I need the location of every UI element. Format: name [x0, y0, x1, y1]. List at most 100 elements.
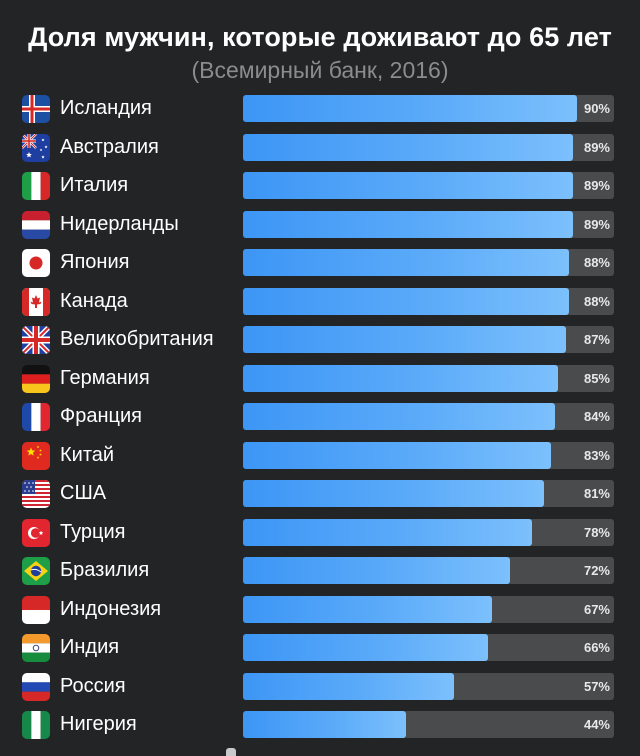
bar — [243, 557, 511, 584]
value-label: 85% — [583, 370, 610, 386]
value-label: 87% — [583, 332, 610, 347]
value-label: 89% — [583, 216, 610, 232]
chart-subtitle: (Всемирный банк, 2016) — [191, 57, 449, 83]
bar-track: 87% — [243, 326, 614, 353]
bar-track: 85% — [243, 364, 614, 392]
value-label: 83% — [583, 447, 610, 463]
italy-flag-icon — [22, 172, 50, 200]
value-label: 88% — [583, 293, 610, 309]
iceland-flag-icon — [22, 95, 50, 123]
bar-row: Нидерланды 89% — [0, 206, 640, 245]
japan-flag-icon — [22, 249, 50, 277]
bar — [243, 133, 574, 161]
bar — [243, 326, 566, 353]
category-label: Исландия — [60, 97, 152, 119]
bar-row: Япония 88% — [0, 244, 640, 283]
category-label: Германия — [60, 366, 150, 389]
bar-track: 90% — [243, 95, 614, 122]
bar — [243, 518, 533, 546]
value-label: 88% — [583, 255, 610, 270]
uk-flag-icon — [22, 326, 50, 354]
category-label: США — [60, 482, 107, 504]
category-label: Канада — [60, 289, 128, 312]
germany-flag-icon — [22, 364, 50, 393]
bar — [243, 210, 574, 238]
bar-row: Канада 88% — [0, 283, 640, 322]
netherlands-flag-icon — [22, 210, 50, 239]
bar-row: Австралия 89% — [0, 129, 640, 168]
bar-row: Индонезия 67% — [0, 591, 640, 630]
bar-track: 57% — [243, 672, 614, 700]
category-label: Бразилия — [60, 559, 150, 581]
category-label: Россия — [60, 674, 126, 697]
value-label: 57% — [583, 678, 610, 694]
bar-row: Нигерия 44% — [0, 706, 640, 745]
bar-track: 81% — [243, 480, 614, 507]
bar-row: Германия 85% — [0, 360, 640, 399]
bar-row: Турция 78% — [0, 514, 640, 553]
bar — [243, 595, 492, 623]
bar-track: 89% — [243, 172, 614, 199]
bottom-glyph-fragment — [226, 748, 236, 756]
category-label: Нигерия — [60, 713, 137, 735]
category-label: Япония — [60, 251, 130, 273]
value-label: 67% — [583, 601, 610, 617]
bar — [243, 95, 577, 122]
bar-track: 89% — [243, 210, 614, 238]
category-label: Италия — [60, 174, 129, 196]
value-label: 66% — [583, 640, 610, 655]
value-label: 44% — [583, 717, 610, 732]
turkey-flag-icon — [22, 518, 50, 547]
bar — [243, 249, 570, 276]
brazil-flag-icon — [22, 557, 50, 585]
bar-row: Бразилия 72% — [0, 552, 640, 591]
value-label: 78% — [583, 524, 610, 540]
value-label: 84% — [583, 409, 610, 424]
bar-track: 78% — [243, 518, 614, 546]
value-label: 90% — [583, 101, 610, 116]
indonesia-flag-icon — [22, 595, 50, 624]
category-label: Индия — [60, 636, 120, 658]
category-label: Турция — [60, 520, 126, 543]
bar — [243, 672, 455, 700]
bar-track: 83% — [243, 441, 614, 469]
chart-title: Доля мужчин, которые доживают до 65 лет — [28, 22, 612, 52]
bar-row: США 81% — [0, 475, 640, 514]
bar-track: 44% — [243, 711, 614, 738]
bar — [243, 287, 570, 315]
australia-flag-icon — [22, 133, 50, 162]
category-label: Австралия — [60, 135, 159, 158]
value-label: 89% — [583, 139, 610, 155]
india-flag-icon — [22, 634, 50, 662]
bar — [243, 172, 574, 199]
bar — [243, 441, 551, 469]
bar-row: Италия 89% — [0, 167, 640, 206]
bar — [243, 634, 488, 661]
bar — [243, 480, 544, 507]
bar-row: Китай 83% — [0, 437, 640, 476]
nigeria-flag-icon — [22, 711, 50, 739]
value-label: 72% — [583, 563, 610, 578]
category-label: Великобритания — [60, 328, 214, 350]
bar — [243, 364, 559, 392]
category-label: Индонезия — [60, 597, 162, 620]
usa-flag-icon — [22, 480, 50, 508]
bar-track: 72% — [243, 557, 614, 584]
bar-track: 67% — [243, 595, 614, 623]
category-label: Франция — [60, 405, 142, 427]
china-flag-icon — [22, 441, 50, 470]
bar-row: Франция 84% — [0, 398, 640, 437]
bar-track: 89% — [243, 133, 614, 161]
category-label: Нидерланды — [60, 212, 179, 235]
value-label: 89% — [583, 178, 610, 193]
bar — [243, 403, 555, 430]
bar — [243, 711, 407, 738]
bar-row: Индия 66% — [0, 629, 640, 668]
bar-row: Россия 57% — [0, 668, 640, 707]
russia-flag-icon — [22, 672, 50, 701]
bar-row: Исландия 90% — [0, 90, 640, 129]
bar-track: 88% — [243, 287, 614, 315]
bar-track: 84% — [243, 403, 614, 430]
bar-row: Великобритания 87% — [0, 321, 640, 360]
category-label: Китай — [60, 443, 115, 466]
